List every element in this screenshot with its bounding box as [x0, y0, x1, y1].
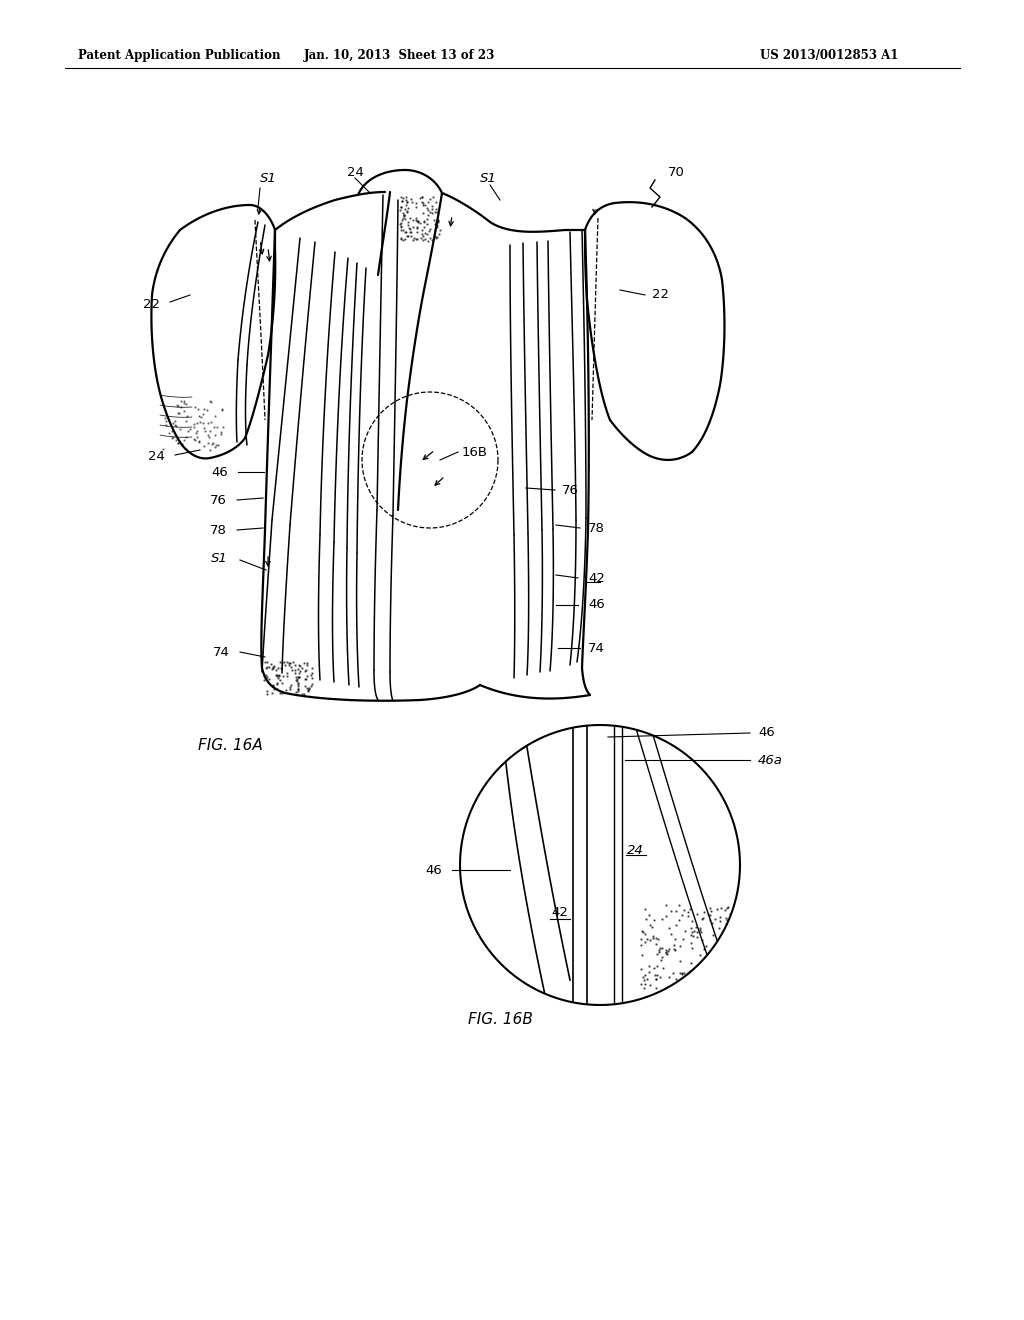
- Text: 46: 46: [211, 466, 228, 479]
- Text: 76: 76: [210, 494, 227, 507]
- Text: FIG. 16B: FIG. 16B: [468, 1012, 532, 1027]
- Text: 46a: 46a: [758, 754, 783, 767]
- Text: 46: 46: [588, 598, 605, 611]
- Text: 74: 74: [588, 642, 605, 655]
- Text: 16B: 16B: [462, 446, 488, 458]
- Text: S1: S1: [211, 552, 228, 565]
- Text: 24: 24: [627, 843, 643, 857]
- Text: FIG. 16A: FIG. 16A: [198, 738, 262, 752]
- Text: S1: S1: [260, 172, 276, 185]
- Text: 24: 24: [346, 166, 364, 180]
- Text: 22: 22: [652, 289, 669, 301]
- Text: US 2013/0012853 A1: US 2013/0012853 A1: [760, 49, 898, 62]
- Text: 42: 42: [588, 572, 605, 585]
- Text: 22: 22: [143, 298, 160, 312]
- Text: 46: 46: [758, 726, 775, 739]
- Text: 46: 46: [425, 863, 442, 876]
- Text: 42: 42: [552, 907, 568, 920]
- Text: 78: 78: [588, 521, 605, 535]
- Text: Patent Application Publication: Patent Application Publication: [78, 49, 281, 62]
- Text: 76: 76: [562, 483, 579, 496]
- Text: 70: 70: [668, 166, 685, 180]
- Text: 78: 78: [210, 524, 227, 536]
- Text: S1: S1: [479, 172, 497, 185]
- Text: Jan. 10, 2013  Sheet 13 of 23: Jan. 10, 2013 Sheet 13 of 23: [304, 49, 496, 62]
- Text: 74: 74: [213, 645, 230, 659]
- Text: 24: 24: [148, 450, 165, 463]
